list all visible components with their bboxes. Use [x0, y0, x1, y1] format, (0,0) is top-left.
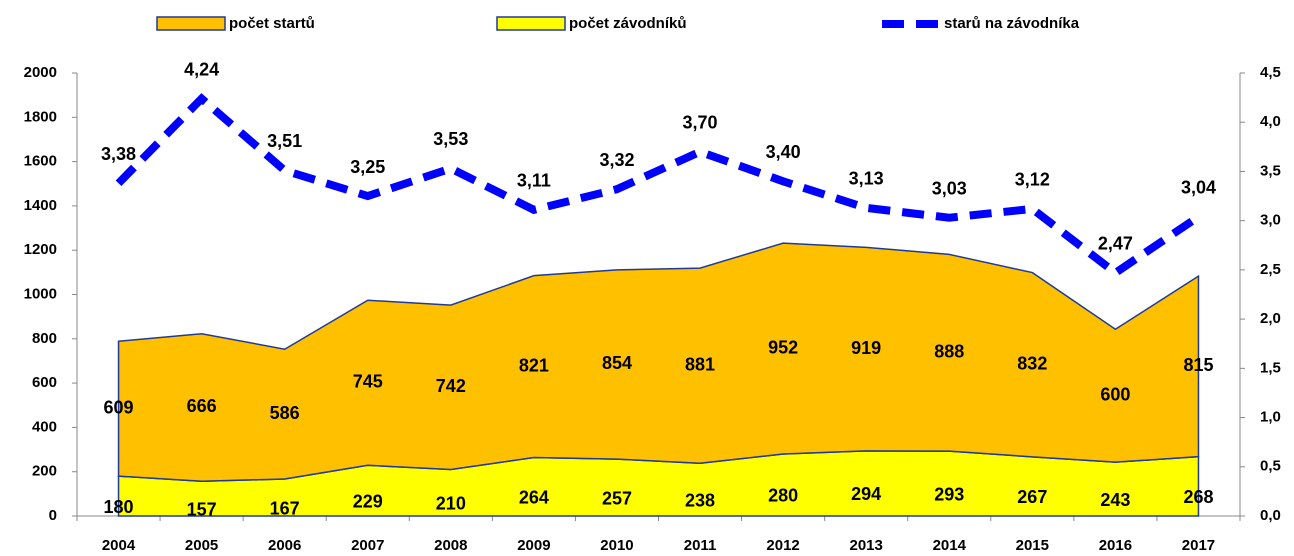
data-label: 3,51 — [267, 131, 302, 151]
data-label: 919 — [851, 338, 881, 358]
x-tick-label: 2004 — [102, 537, 136, 554]
legend-swatch — [156, 16, 226, 31]
y2-tick-label: 3,5 — [1260, 162, 1281, 179]
data-label: 3,11 — [517, 171, 551, 191]
data-label: 666 — [187, 396, 217, 416]
y-tick-label: 1200 — [24, 241, 57, 258]
data-label: 4,24 — [184, 59, 219, 79]
legend-swatch — [496, 16, 566, 31]
data-label: 888 — [934, 342, 964, 362]
data-label: 3,53 — [433, 129, 468, 149]
x-tick-label: 2007 — [351, 537, 384, 554]
x-tick-label: 2008 — [434, 537, 467, 554]
data-label: 742 — [436, 376, 466, 396]
legend-label: počet startů — [229, 15, 315, 32]
data-label: 3,25 — [350, 157, 385, 177]
y-tick-label: 1000 — [24, 285, 57, 302]
data-label: 2,47 — [1098, 234, 1133, 254]
x-tick-label: 2006 — [268, 537, 301, 554]
data-label: 3,38 — [101, 144, 136, 164]
data-label: 243 — [1100, 490, 1130, 510]
legend-label: počet závodníků — [569, 15, 687, 32]
y2-tick-label: 1,5 — [1260, 359, 1281, 376]
y2-tick-label: 0,0 — [1260, 507, 1281, 524]
data-label: 745 — [353, 372, 383, 392]
data-label: 257 — [602, 488, 632, 508]
x-tick-label: 2011 — [684, 537, 717, 554]
data-label: 600 — [1100, 384, 1130, 404]
x-tick-label: 2017 — [1182, 537, 1215, 554]
data-label: 3,03 — [932, 178, 967, 198]
data-label: 267 — [1017, 487, 1047, 507]
y-tick-label: 400 — [32, 418, 57, 435]
data-label: 3,13 — [849, 169, 884, 189]
data-label: 264 — [519, 488, 549, 508]
data-label: 229 — [353, 491, 383, 511]
data-label: 821 — [519, 355, 549, 375]
y-tick-label: 800 — [32, 330, 57, 347]
data-label: 854 — [602, 353, 632, 373]
y2-tick-label: 4,5 — [1260, 64, 1281, 81]
y2-tick-label: 0,5 — [1260, 458, 1281, 475]
data-label: 268 — [1183, 487, 1213, 507]
y-tick-label: 200 — [32, 463, 57, 480]
data-label: 180 — [104, 497, 134, 517]
y2-tick-label: 2,5 — [1260, 261, 1281, 278]
y-tick-label: 1600 — [24, 153, 57, 170]
x-tick-label: 2014 — [933, 537, 967, 554]
x-tick-label: 2010 — [600, 537, 633, 554]
area — [117, 242, 1200, 482]
data-label: 3,04 — [1181, 177, 1216, 197]
data-label: 881 — [685, 354, 715, 374]
x-tick-label: 2016 — [1099, 537, 1132, 554]
data-label: 293 — [934, 484, 964, 504]
data-label: 586 — [270, 403, 300, 423]
data-label: 3,40 — [766, 142, 801, 162]
y-tick-label: 0 — [49, 507, 57, 524]
data-label: 609 — [104, 397, 134, 417]
y-tick-label: 1800 — [24, 108, 57, 125]
y2-tick-label: 1,0 — [1260, 409, 1281, 426]
x-tick-label: 2012 — [766, 537, 799, 554]
data-label: 3,70 — [683, 113, 718, 133]
legend-label: starů na závodníka — [944, 15, 1080, 32]
x-tick-label: 2005 — [185, 537, 218, 554]
x-tick-label: 2013 — [849, 537, 882, 554]
data-label: 280 — [768, 486, 798, 506]
line — [115, 93, 1201, 278]
y2-tick-label: 2,0 — [1260, 310, 1281, 327]
y2-tick-label: 4,0 — [1260, 113, 1281, 130]
x-tick-label: 2009 — [517, 537, 550, 554]
x-tick-label: 2015 — [1016, 537, 1049, 554]
y-tick-label: 2000 — [24, 64, 57, 81]
data-label: 157 — [187, 499, 217, 519]
y2-tick-label: 3,0 — [1260, 212, 1281, 229]
y-tick-label: 600 — [32, 374, 57, 391]
data-label: 294 — [851, 484, 881, 504]
y-tick-label: 1400 — [24, 197, 57, 214]
data-label: 167 — [270, 498, 300, 518]
data-label: 952 — [768, 337, 798, 357]
data-label: 815 — [1183, 355, 1213, 375]
data-label: 3,32 — [599, 150, 634, 170]
data-label: 832 — [1017, 353, 1047, 373]
data-label: 3,12 — [1015, 170, 1050, 190]
data-label: 210 — [436, 493, 466, 513]
data-label: 238 — [685, 490, 715, 510]
